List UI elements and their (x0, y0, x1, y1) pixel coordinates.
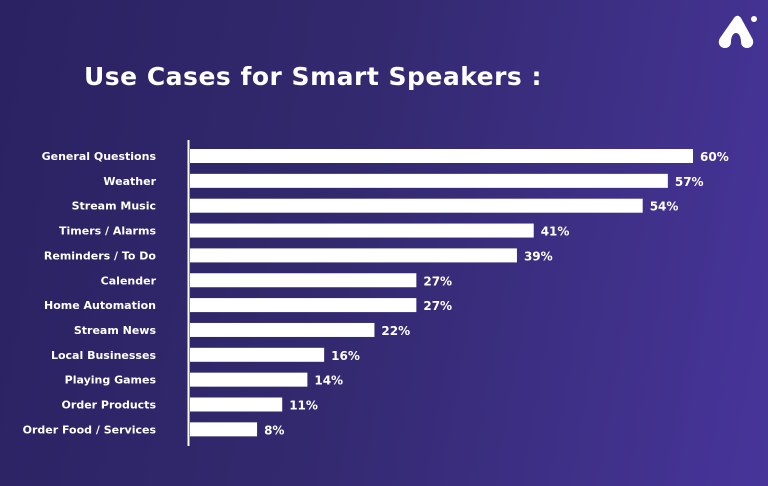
bar (190, 149, 693, 163)
data-label: 16% (331, 349, 360, 363)
bar (190, 223, 534, 238)
category-label: Playing Games (65, 374, 157, 387)
category-label: Stream News (74, 324, 157, 337)
data-label: 57% (675, 175, 704, 189)
bar (190, 322, 375, 337)
category-label: Home Automation (44, 299, 156, 312)
data-label: 27% (423, 299, 452, 313)
chart-title: Use Cases for Smart Speakers : (84, 62, 543, 91)
data-label: 54% (650, 200, 679, 214)
category-label: Reminders / To Do (44, 249, 157, 262)
data-label: 8% (264, 423, 284, 437)
bar (190, 422, 258, 437)
data-label: 41% (541, 225, 570, 239)
category-label: General Questions (42, 150, 157, 163)
data-label: 27% (423, 274, 452, 288)
bar (190, 173, 668, 188)
data-label: 22% (381, 324, 410, 338)
data-label: 11% (289, 399, 318, 413)
bar (190, 198, 643, 213)
bar (190, 397, 283, 412)
category-label: Order Food / Services (23, 423, 157, 436)
category-label: Calender (101, 274, 157, 287)
bar (190, 248, 517, 263)
category-label: Order Products (62, 399, 157, 412)
data-label: 60% (700, 150, 729, 164)
category-label: Timers / Alarms (59, 225, 156, 238)
bar (190, 273, 417, 288)
bar (190, 298, 417, 313)
data-label: 14% (314, 374, 343, 388)
bar (190, 372, 308, 387)
category-label: Local Businesses (51, 349, 156, 362)
brand-logo-icon (718, 15, 757, 48)
bar (190, 347, 325, 362)
category-label: Stream Music (72, 200, 156, 213)
data-label: 39% (524, 249, 553, 263)
category-label: Weather (103, 175, 156, 188)
